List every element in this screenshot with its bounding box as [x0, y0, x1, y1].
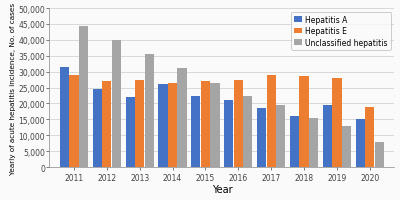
Bar	[257, 109, 266, 167]
Bar	[201, 82, 210, 167]
Bar	[266, 75, 276, 167]
Bar	[276, 106, 285, 167]
Bar	[79, 26, 88, 167]
Bar	[112, 41, 121, 167]
Bar	[332, 79, 342, 167]
Y-axis label: Yearly of acute hepatitis incidence, No. of cases: Yearly of acute hepatitis incidence, No.…	[10, 3, 16, 174]
Legend: Hepatitis A, Hepatitis E, Unclassified hepatitis: Hepatitis A, Hepatitis E, Unclassified h…	[291, 13, 391, 50]
Bar	[375, 142, 384, 167]
Bar	[126, 98, 135, 167]
Bar	[323, 106, 332, 167]
Bar	[365, 107, 374, 167]
Bar	[158, 85, 168, 167]
Bar	[191, 96, 200, 167]
Bar	[290, 117, 299, 167]
Bar	[234, 80, 243, 167]
Bar	[102, 82, 111, 167]
Bar	[168, 83, 177, 167]
Bar	[356, 120, 365, 167]
Bar	[93, 90, 102, 167]
Bar	[224, 101, 233, 167]
X-axis label: Year: Year	[212, 185, 232, 194]
Bar	[309, 118, 318, 167]
Bar	[60, 68, 69, 167]
Bar	[69, 75, 78, 167]
Bar	[144, 55, 154, 167]
Bar	[342, 126, 351, 167]
Bar	[243, 96, 252, 167]
Bar	[135, 80, 144, 167]
Bar	[300, 77, 309, 167]
Bar	[178, 69, 187, 167]
Bar	[210, 83, 220, 167]
